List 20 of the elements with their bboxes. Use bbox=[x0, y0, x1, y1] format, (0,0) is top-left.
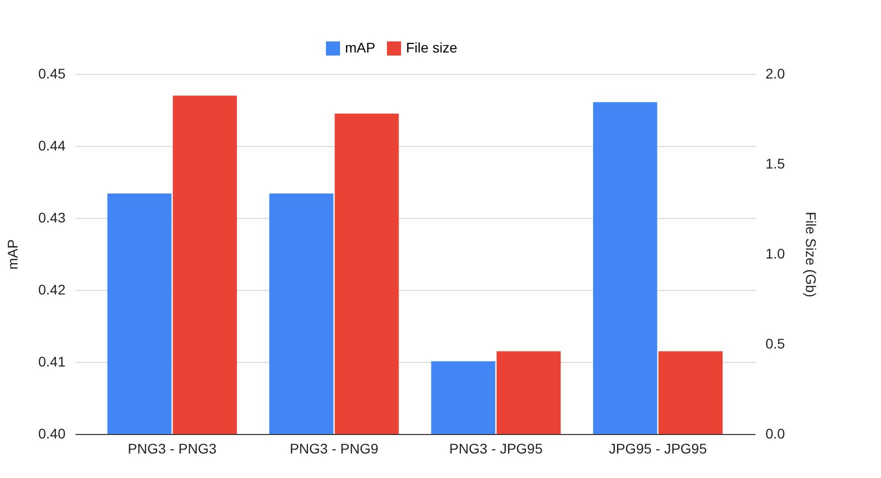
y-tick-label: 0.45 bbox=[38, 66, 66, 82]
x-tick-label: JPG95 - JPG95 bbox=[608, 440, 708, 456]
legend-label: mAP bbox=[345, 39, 376, 56]
y-tick-label: 0.44 bbox=[38, 138, 66, 154]
x-tick-label: PNG3 - PNG3 bbox=[128, 440, 217, 456]
y-axis-title: mAP bbox=[4, 239, 20, 270]
y2-tick-label: 0.0 bbox=[766, 426, 786, 442]
y-tick-label: 0.41 bbox=[38, 354, 66, 370]
bar bbox=[658, 351, 723, 434]
y2-tick-label: 1.0 bbox=[766, 246, 786, 262]
y2-axis-title: File Size (Gb) bbox=[802, 212, 819, 298]
y-tick-label: 0.40 bbox=[38, 426, 66, 442]
y-tick-label: 0.42 bbox=[38, 282, 66, 298]
legend-label: File size bbox=[406, 39, 458, 56]
y2-tick-label: 0.5 bbox=[766, 336, 786, 352]
y2-tick-label: 2.0 bbox=[766, 66, 786, 82]
y2-tick-label: 1.5 bbox=[766, 156, 786, 172]
y-tick-label: 0.43 bbox=[38, 210, 66, 226]
x-tick-label: PNG3 - JPG95 bbox=[449, 440, 543, 456]
x-tick-label: PNG3 - PNG9 bbox=[290, 440, 379, 456]
